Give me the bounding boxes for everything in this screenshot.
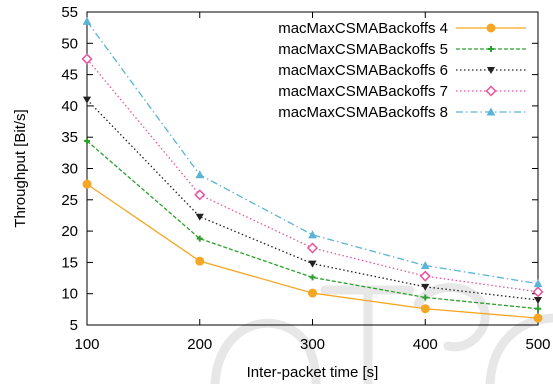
legend-entry-4: macMaxCSMABackoffs 7 <box>278 83 526 100</box>
data-point <box>308 230 317 239</box>
data-point <box>81 53 93 65</box>
series-line <box>86 21 539 285</box>
series-lines <box>81 16 544 323</box>
series-5 <box>82 16 543 288</box>
data-point <box>533 279 543 288</box>
watermark-background <box>210 283 553 384</box>
legend-marker <box>486 67 496 74</box>
y-tick-label: 40 <box>61 98 78 115</box>
data-point <box>195 170 205 179</box>
x-tick-label: 200 <box>187 336 212 353</box>
data-point <box>306 242 319 254</box>
data-point <box>533 296 543 304</box>
data-point <box>421 283 430 291</box>
legend-marker <box>485 85 497 97</box>
y-tick-label: 10 <box>61 286 78 303</box>
legend-marker <box>486 107 496 116</box>
data-point <box>84 137 90 144</box>
data-point <box>533 313 543 323</box>
legend-label: macMaxCSMABackoffs 5 <box>278 41 448 58</box>
y-tick-label: 5 <box>70 317 78 334</box>
y-tick-label: 55 <box>61 4 78 21</box>
data-point <box>196 235 203 242</box>
y-tick-label: 50 <box>61 35 78 52</box>
legend-entry-5: macMaxCSMABackoffs 8 <box>278 104 526 121</box>
legend-marker <box>486 23 496 33</box>
data-point <box>532 286 544 298</box>
series-2 <box>84 137 541 312</box>
x-axis: 100 200 300 400 500 <box>74 12 551 353</box>
y-tick-label: 20 <box>61 223 78 240</box>
data-point <box>422 294 429 301</box>
data-point <box>535 305 541 312</box>
series-4 <box>81 53 544 298</box>
x-tick-label: 500 <box>525 336 550 353</box>
y-tick-label: 30 <box>61 161 78 178</box>
data-point <box>195 213 204 221</box>
series-1 <box>82 179 543 323</box>
legend-label: macMaxCSMABackoffs 4 <box>278 20 448 37</box>
y-axis-title: Throughput [Bit/s] <box>12 109 29 227</box>
legend-entry-2: macMaxCSMABackoffs 5 <box>278 41 526 58</box>
data-point <box>82 179 92 189</box>
legend: macMaxCSMABackoffs 4 macMaxCSMABackoffs 5… <box>278 20 526 121</box>
series-line <box>86 140 539 310</box>
series-line <box>86 99 539 301</box>
x-tick-label: 100 <box>74 336 99 353</box>
y-tick-label: 35 <box>61 129 78 146</box>
data-point <box>82 96 92 104</box>
data-point <box>419 270 431 282</box>
series-3 <box>82 96 543 304</box>
y-tick-label: 45 <box>61 67 78 84</box>
legend-marker <box>488 46 494 52</box>
y-tick-label: 25 <box>61 192 78 209</box>
legend-entry-1: macMaxCSMABackoffs 4 <box>278 20 526 37</box>
data-point <box>308 260 317 268</box>
y-tick-label: 15 <box>61 254 78 271</box>
data-point <box>308 288 317 298</box>
legend-label: macMaxCSMABackoffs 8 <box>278 104 448 121</box>
data-point <box>194 189 206 201</box>
x-tick-label: 400 <box>413 336 438 353</box>
data-point <box>195 256 205 266</box>
x-axis-title: Inter-packet time [s] <box>247 364 379 381</box>
legend-label: macMaxCSMABackoffs 7 <box>278 83 448 100</box>
data-point <box>420 260 430 270</box>
y-axis: 5 10 15 20 25 30 35 40 45 50 55 <box>61 4 538 334</box>
data-point <box>309 274 316 281</box>
data-point <box>420 304 430 314</box>
legend-entry-3: macMaxCSMABackoffs 6 <box>278 62 526 79</box>
x-tick-label: 300 <box>300 336 325 353</box>
data-point <box>82 16 92 25</box>
legend-label: macMaxCSMABackoffs 6 <box>278 62 448 79</box>
